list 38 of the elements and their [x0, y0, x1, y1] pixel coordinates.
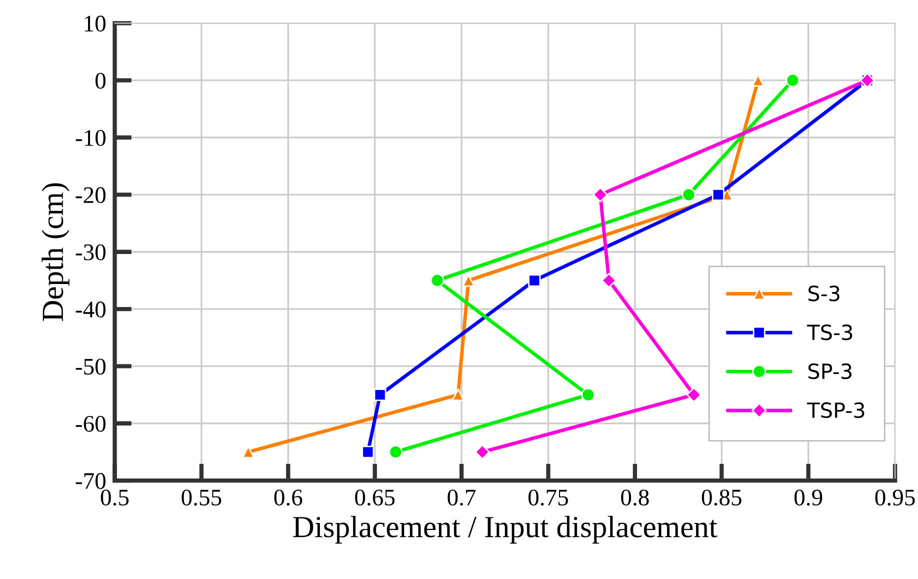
- x-tick-label: 0.8: [621, 490, 649, 506]
- x-tick-label: 0.95: [875, 490, 915, 506]
- x-tick-label: 0.65: [355, 490, 395, 506]
- y-tick-label: -10: [76, 130, 106, 146]
- x-tick-label: 0.85: [702, 490, 742, 506]
- point: [430, 274, 444, 288]
- x-tick-label: 0.55: [182, 490, 222, 506]
- point: [474, 444, 490, 460]
- y-tick-label: 0: [96, 72, 106, 89]
- x-tick-label: 0.75: [528, 490, 568, 506]
- point: [374, 388, 386, 402]
- x-tick-label: 0.5: [100, 490, 129, 506]
- y-tick-label: -70: [76, 473, 106, 489]
- point: [682, 188, 696, 202]
- point: [712, 188, 724, 201]
- point: [581, 388, 596, 402]
- legend-label: SP-3: [808, 363, 852, 380]
- x-tick-label: 0.9: [794, 490, 822, 506]
- point: [528, 274, 541, 287]
- x-tick-label: 0.6: [274, 490, 302, 506]
- y-tick-label: -40: [76, 302, 106, 318]
- point: [388, 445, 403, 459]
- y-axis-title: Depth (cm): [42, 183, 70, 321]
- y-tick-label: -30: [76, 244, 106, 260]
- point: [686, 387, 702, 402]
- point: [786, 73, 800, 88]
- point: [362, 446, 374, 458]
- x-tick-label: 0.7: [448, 490, 476, 506]
- y-tick-label: -20: [76, 187, 106, 204]
- y-tick-label: -60: [76, 416, 106, 432]
- x-axis-title: Displacement / Input displacement: [293, 516, 718, 544]
- y-tick-label: 10: [84, 16, 106, 32]
- point: [601, 272, 617, 288]
- legend-label: TSP-3: [807, 402, 864, 418]
- point: [592, 187, 608, 202]
- legend-label: S-3: [808, 286, 840, 302]
- legend-label: TS-3: [807, 324, 852, 340]
- y-tick-label: -50: [76, 358, 106, 375]
